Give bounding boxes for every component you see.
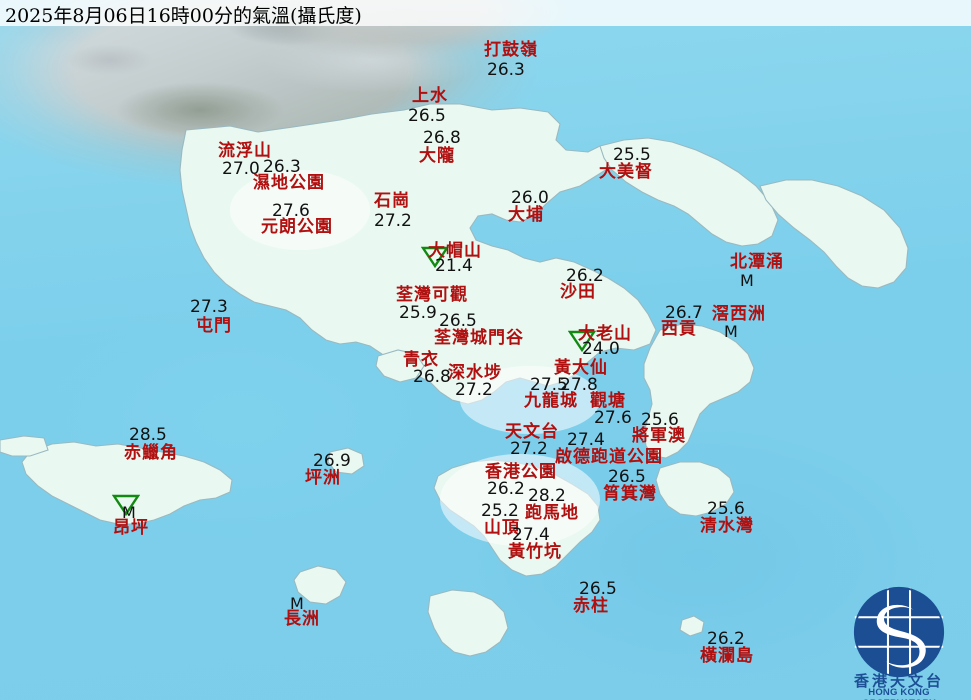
station-temperature-value: 26.5 <box>579 579 617 599</box>
land-clear-water-bay <box>655 461 735 517</box>
station-temperature-value: 26.7 <box>665 303 703 323</box>
station-temperature-value: 26.3 <box>487 60 525 80</box>
land-lantau-west <box>0 435 49 457</box>
station-temperature-value: 26.5 <box>608 467 646 487</box>
station-temperature-value: 27.2 <box>374 211 412 231</box>
station-temperature-value: 26.2 <box>707 629 745 649</box>
station-name: 觀塘 <box>590 391 626 411</box>
station-temperature-value: M <box>724 322 738 341</box>
station-name: 黃大仙 <box>554 358 608 378</box>
station-temperature-value: 25.6 <box>707 499 745 519</box>
title-bar <box>0 0 971 26</box>
station-temperature-value: 25.9 <box>399 303 437 323</box>
station-name: 荃灣可觀 <box>396 285 468 305</box>
station-name: 橫瀾島 <box>700 646 754 666</box>
station-name: 將軍澳 <box>632 426 686 446</box>
station-name: 大老山 <box>578 324 632 344</box>
station-temperature-value: 26.9 <box>313 451 351 471</box>
station-name: 滘西洲 <box>712 304 766 324</box>
station-name: 北潭涌 <box>730 252 784 272</box>
station-name: 筲箕灣 <box>603 484 657 504</box>
station-temperature-value: M <box>122 503 136 522</box>
station-temperature-value: 25.5 <box>613 145 651 165</box>
station-name: 濕地公園 <box>253 173 325 193</box>
station-temperature-value: 26.2 <box>566 266 604 286</box>
station-name: 大隴 <box>419 146 455 166</box>
station-temperature-value: 27.5 <box>530 375 568 395</box>
land-tsing-yi <box>375 349 425 383</box>
station-temperature-value: 25.2 <box>481 501 519 521</box>
station-temperature-value: 27.2 <box>510 439 548 459</box>
station-temperature-value: 26.8 <box>423 128 461 148</box>
land-northeast-coast <box>759 179 909 289</box>
station-name: 天文台 <box>505 422 559 442</box>
land-plover-cove <box>599 137 779 247</box>
station-temperature-value: 25.6 <box>641 410 679 430</box>
station-name: 深水埗 <box>448 363 502 383</box>
station-temperature-value: 27.8 <box>560 375 598 395</box>
station-temperature-value: 27.4 <box>567 430 605 450</box>
station-name: 啟德跑道公園 <box>555 447 663 467</box>
station-temperature-value: M <box>740 271 754 290</box>
station-name: 荃灣城門谷 <box>434 328 524 348</box>
station-temperature-value: 26.8 <box>413 367 451 387</box>
station-name: 大埔 <box>508 205 544 225</box>
station-name: 沙田 <box>560 282 596 302</box>
hko-swirl-icon <box>853 586 945 678</box>
land-sai-kung-peninsula <box>643 323 755 459</box>
station-name: 赤柱 <box>573 596 609 616</box>
station-temperature-value: 27.4 <box>512 525 550 545</box>
station-temperature-value: 26.5 <box>439 311 477 331</box>
station-name: 大美督 <box>599 162 653 182</box>
station-temperature-value: 27.2 <box>455 380 493 400</box>
station-name: 石崗 <box>374 191 410 211</box>
station-temperature-value: 26.5 <box>408 106 446 126</box>
station-temperature-value: M <box>290 594 304 613</box>
station-name: 赤鱲角 <box>124 443 178 463</box>
station-name: 山頂 <box>484 518 520 538</box>
station-name: 青衣 <box>403 350 439 370</box>
station-name: 坪洲 <box>305 468 341 488</box>
station-temperature-value: 27.3 <box>190 297 228 317</box>
station-name: 元朗公園 <box>261 217 333 237</box>
page-title: 2025年8月06日16時00分的氣溫(攝氏度) <box>5 5 362 27</box>
station-name: 香港公園 <box>485 462 557 482</box>
station-temperature-value: 27.0 <box>222 159 260 179</box>
land-cheung-chau <box>293 565 347 605</box>
station-name: 西貢 <box>661 319 697 339</box>
land-lantau-island <box>21 441 233 525</box>
station-name: 上水 <box>412 86 448 106</box>
hko-logo: 香港天文台 HONG KONG OBSERVATORY <box>835 584 963 700</box>
station-name: 跑馬地 <box>525 503 579 523</box>
station-temperature-value: 26.3 <box>263 157 301 177</box>
station-name: 打鼓嶺 <box>484 40 538 60</box>
land-waglan-island <box>679 615 705 637</box>
station-temperature-value: 27.6 <box>272 201 310 221</box>
station-temperature-value: 26.0 <box>511 188 549 208</box>
station-name: 九龍城 <box>524 391 578 411</box>
station-name: 大帽山 <box>428 241 482 261</box>
logo-name-en: HONG KONG OBSERVATORY <box>862 687 935 700</box>
station-name: 屯門 <box>196 316 232 336</box>
station-temperature-value: 21.4 <box>435 256 473 276</box>
station-temperature-value: 24.0 <box>582 339 620 359</box>
station-temperature-value: 28.2 <box>528 486 566 506</box>
station-name: 黃竹坑 <box>508 542 562 562</box>
station-temperature-value: 28.5 <box>129 425 167 445</box>
land-peng-chau <box>327 447 365 475</box>
station-name: 長洲 <box>284 609 320 629</box>
land-lamma-island <box>427 589 509 657</box>
station-name: 清水灣 <box>700 516 754 536</box>
station-temperature-value: 27.6 <box>594 408 632 428</box>
station-name: 流浮山 <box>218 141 272 161</box>
logo-name-cn: 香港天文台 <box>853 672 944 690</box>
station-temperature-value: 26.2 <box>487 479 525 499</box>
station-name: 昂坪 <box>113 518 149 538</box>
